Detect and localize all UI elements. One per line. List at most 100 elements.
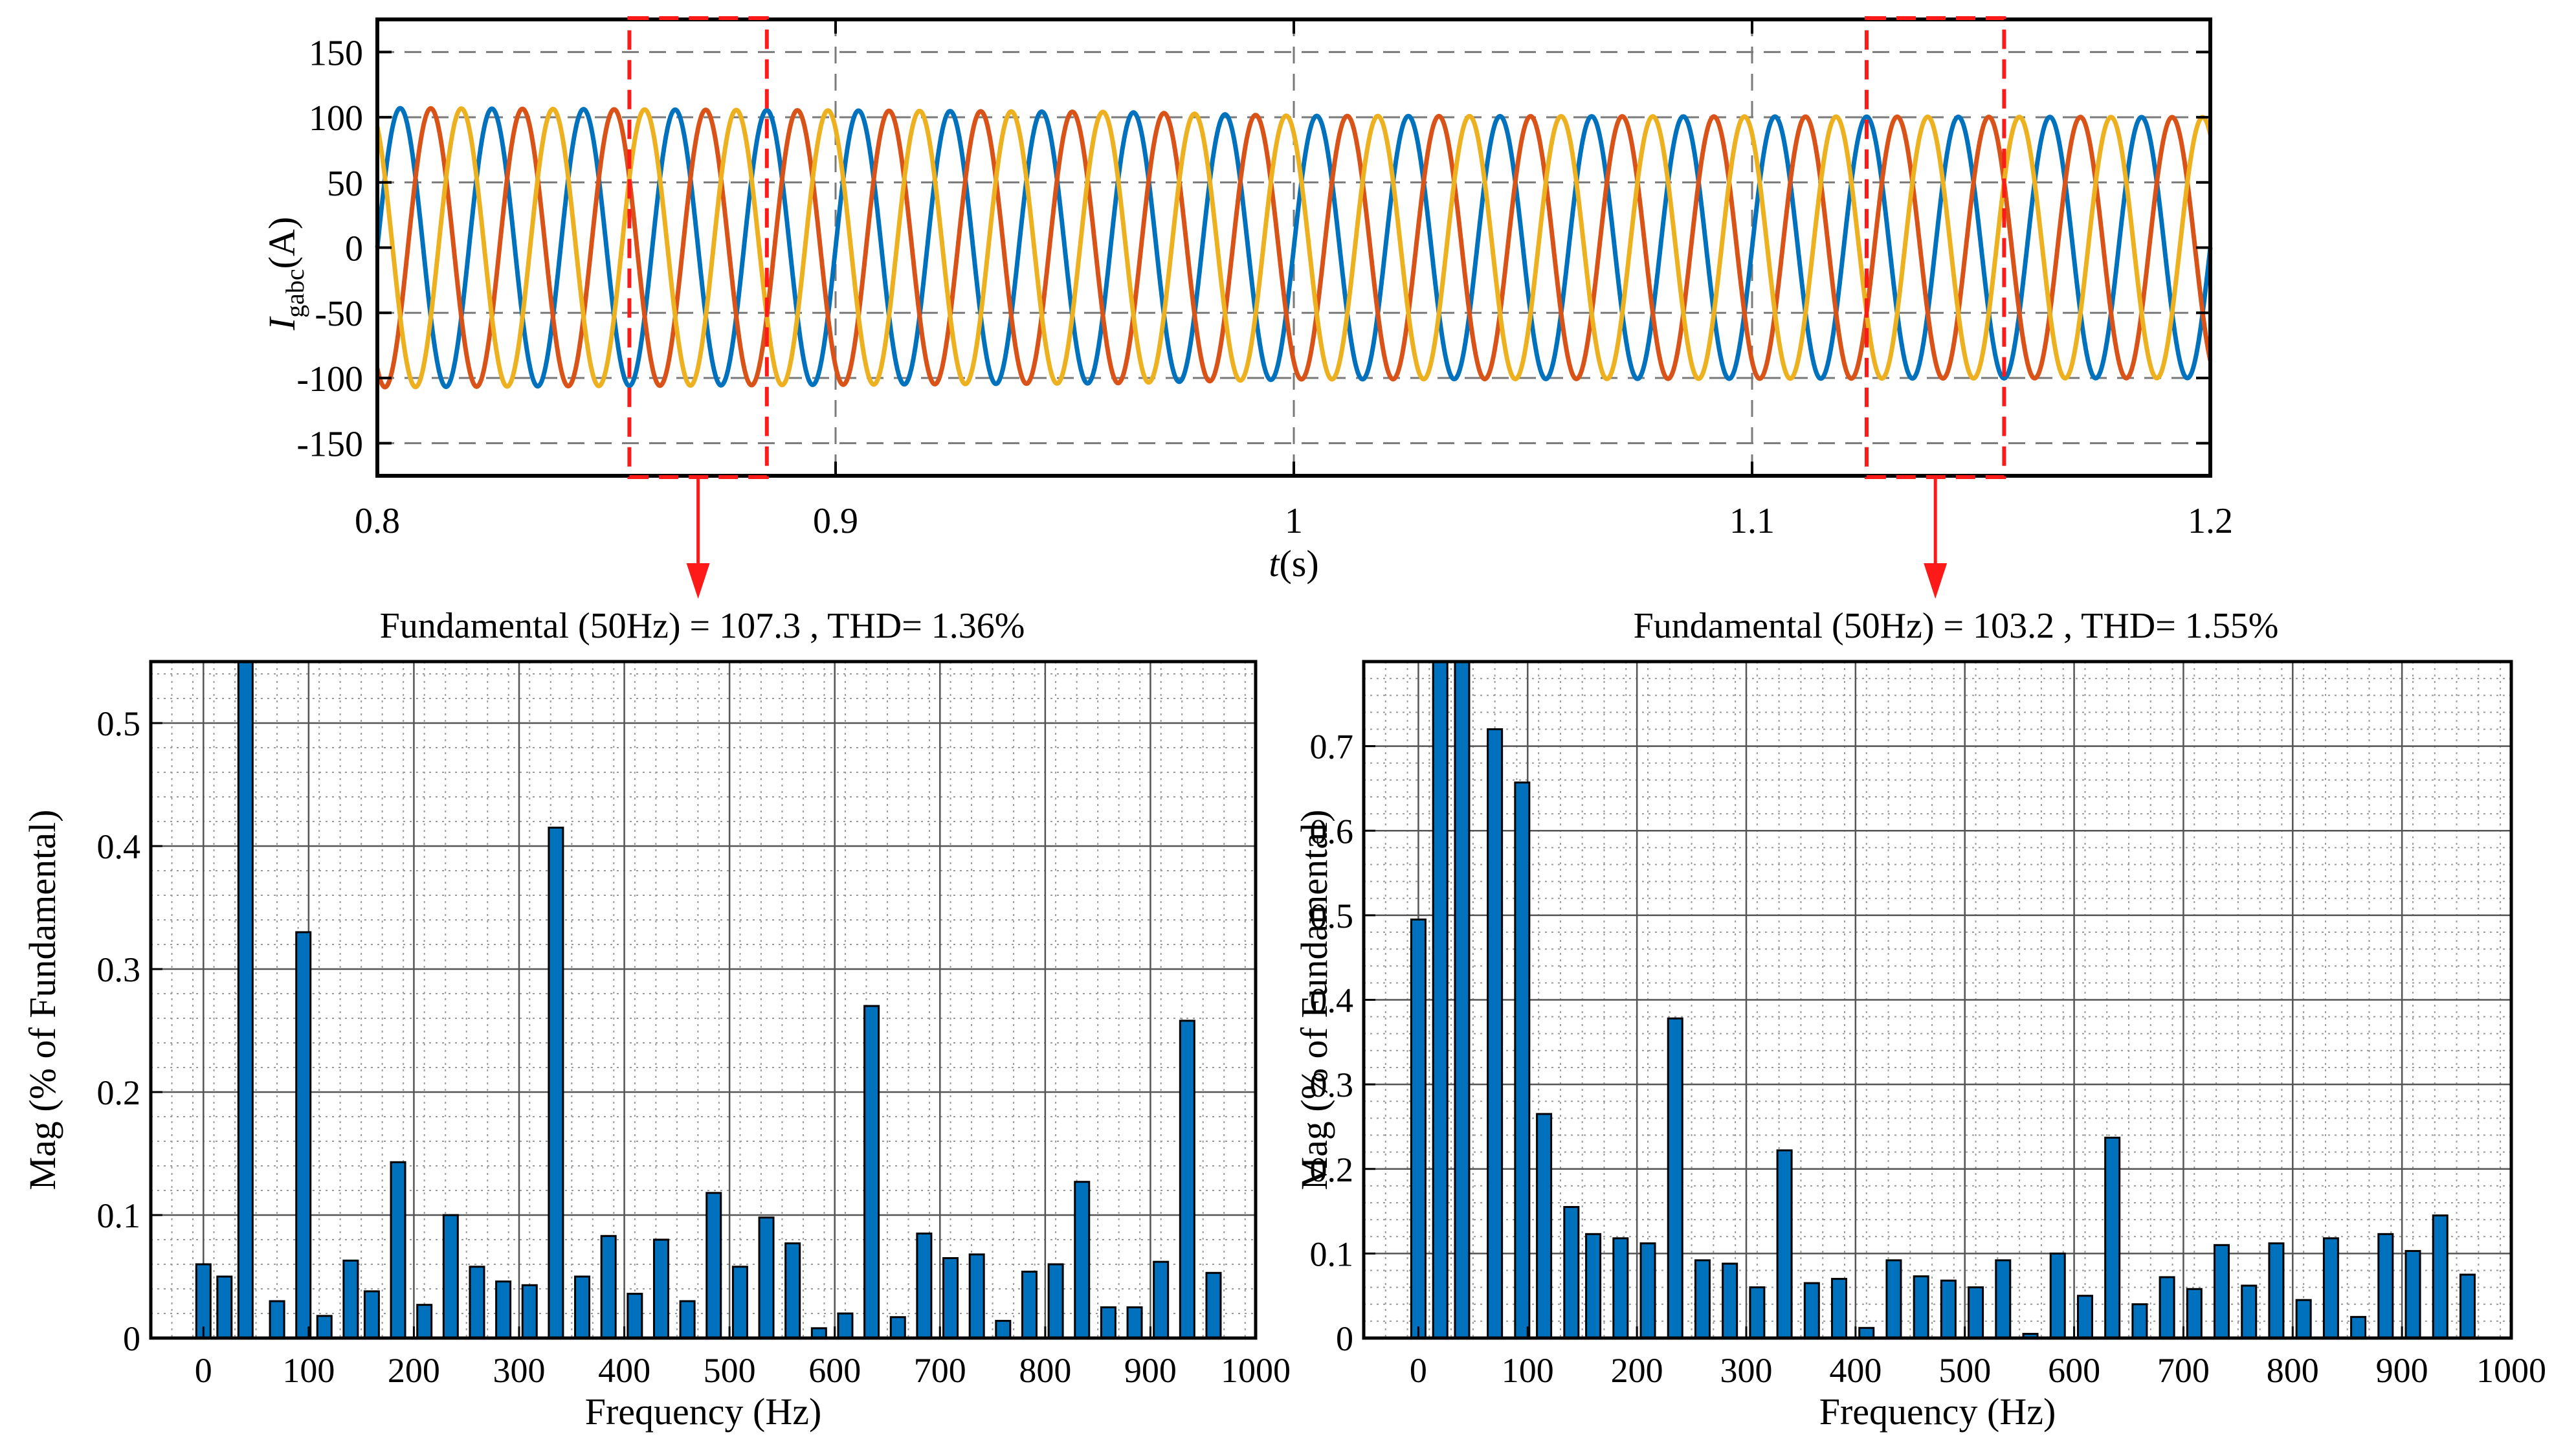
y-tick-label: -50 bbox=[315, 294, 363, 334]
y-tick-label: 0.6 bbox=[1310, 812, 1354, 851]
zoom-window-2 bbox=[1865, 16, 2006, 479]
y-axis-label-var: I bbox=[261, 316, 303, 331]
x-tick-label: 800 bbox=[1019, 1351, 1071, 1390]
x-tick-label: 400 bbox=[1829, 1351, 1882, 1390]
bar bbox=[2322, 1237, 2339, 1339]
y-axis-label: Igabc(A) bbox=[261, 217, 309, 331]
bar bbox=[1563, 1206, 1580, 1339]
bar bbox=[1803, 1282, 1820, 1339]
bar bbox=[1179, 1020, 1195, 1339]
x-tick-label: 600 bbox=[2048, 1351, 2100, 1390]
x-tick-label: 300 bbox=[493, 1351, 546, 1390]
bar bbox=[1612, 1237, 1629, 1339]
bar bbox=[1021, 1270, 1038, 1339]
y-tick-label: 0.2 bbox=[97, 1073, 141, 1112]
bar bbox=[942, 1257, 959, 1339]
x-tick-label: 700 bbox=[2157, 1351, 2210, 1390]
bar bbox=[784, 1242, 801, 1339]
bar bbox=[1047, 1263, 1064, 1339]
bar bbox=[416, 1304, 433, 1339]
bar bbox=[2214, 1244, 2230, 1339]
bar bbox=[2377, 1233, 2394, 1339]
x-tick-label: 1000 bbox=[1221, 1351, 1291, 1390]
x-tick-label: 300 bbox=[1720, 1351, 1773, 1390]
y-tick-label: 0 bbox=[1336, 1319, 1353, 1358]
bar bbox=[1585, 1233, 1602, 1339]
bar bbox=[1749, 1286, 1766, 1339]
bar bbox=[652, 1238, 669, 1339]
series-line-phase-b bbox=[375, 106, 2213, 390]
x-tick-label: 100 bbox=[282, 1351, 335, 1390]
bar bbox=[863, 1005, 880, 1339]
bar bbox=[469, 1266, 485, 1339]
x-tick-label: 900 bbox=[2376, 1351, 2428, 1390]
x-tick-label: 800 bbox=[2267, 1351, 2319, 1390]
y-tick-label: 50 bbox=[327, 164, 363, 204]
bar bbox=[1100, 1306, 1116, 1339]
bar bbox=[2404, 1249, 2421, 1339]
bar bbox=[1454, 660, 1471, 1339]
bar bbox=[495, 1280, 512, 1339]
x-tick-label: 0 bbox=[1410, 1351, 1427, 1390]
bar bbox=[1776, 1149, 1793, 1339]
x-tick-label: 1000 bbox=[2476, 1351, 2546, 1390]
bar bbox=[2295, 1299, 2312, 1339]
zoom-arrow-head-2 bbox=[1924, 563, 1948, 599]
x-axis-label: Frequency (Hz) bbox=[1819, 1391, 2056, 1433]
bar bbox=[2432, 1214, 2448, 1339]
bar bbox=[2268, 1242, 2285, 1339]
series-line-phase-a bbox=[375, 106, 2213, 390]
bar bbox=[2241, 1284, 2258, 1339]
x-tick-label: 0.8 bbox=[355, 501, 400, 541]
fft-spectrum-plot-window-1: 0 100 200 300 400 500 600 700 800 900 1000 0 0.1 0.2 0… bbox=[21, 606, 1291, 1433]
bar bbox=[2076, 1295, 2093, 1339]
bar bbox=[390, 1161, 406, 1339]
bar bbox=[679, 1300, 696, 1339]
bar bbox=[1487, 728, 1504, 1339]
bar bbox=[363, 1290, 380, 1339]
bar bbox=[916, 1233, 933, 1339]
bar bbox=[1126, 1306, 1143, 1339]
y-tick-label: 0 bbox=[345, 229, 363, 269]
bar bbox=[2350, 1315, 2367, 1339]
x-tick-label: 0.9 bbox=[813, 501, 858, 541]
y-tick-label: 0 bbox=[123, 1319, 140, 1358]
x-tick-label: 1.1 bbox=[1729, 501, 1775, 541]
bar bbox=[1639, 1242, 1656, 1339]
bar bbox=[269, 1300, 285, 1339]
bar bbox=[1205, 1271, 1222, 1339]
bar bbox=[295, 931, 312, 1339]
x-tick-label: 200 bbox=[388, 1351, 440, 1390]
x-tick-label: 900 bbox=[1124, 1351, 1177, 1390]
bar bbox=[574, 1275, 591, 1339]
bar bbox=[2104, 1136, 2121, 1339]
bar bbox=[1536, 1113, 1553, 1339]
bar bbox=[1940, 1279, 1957, 1339]
bar bbox=[442, 1214, 459, 1339]
bar bbox=[342, 1259, 359, 1339]
x-axis-label: Frequency (Hz) bbox=[585, 1391, 822, 1433]
bar bbox=[2159, 1276, 2175, 1339]
y-tick-label: 0.1 bbox=[97, 1196, 141, 1235]
x-tick-label: 700 bbox=[914, 1351, 966, 1390]
y-tick-label: 0.4 bbox=[97, 827, 141, 866]
bar bbox=[548, 827, 564, 1339]
plot-background bbox=[151, 662, 1256, 1338]
y-tick-label: 0.5 bbox=[97, 704, 141, 743]
bar bbox=[837, 1312, 854, 1339]
y-tick-label: 0.3 bbox=[1310, 1066, 1354, 1104]
x-tick-label: 100 bbox=[1502, 1351, 1554, 1390]
y-tick-label: 0.2 bbox=[1310, 1150, 1354, 1189]
y-axis-label: Mag (% of Fundamental) bbox=[1293, 810, 1335, 1190]
bar bbox=[1153, 1260, 1170, 1339]
bar bbox=[1722, 1262, 1738, 1339]
x-axis-label-var: t bbox=[1269, 542, 1280, 585]
time-domain-current-plot: 150 100 50 0 -50 -100 -150 0.8 0.9 1 1.1 1.2 t(s) Iga… bbox=[261, 16, 2233, 585]
y-tick-label: 100 bbox=[309, 98, 363, 139]
y-tick-label: -150 bbox=[296, 425, 363, 465]
bar bbox=[1995, 1259, 2012, 1339]
y-axis-label-unit: (A) bbox=[261, 217, 303, 269]
y-tick-label: 0.4 bbox=[1310, 981, 1354, 1020]
x-tick-label: 500 bbox=[1938, 1351, 1991, 1390]
bar bbox=[316, 1315, 333, 1339]
